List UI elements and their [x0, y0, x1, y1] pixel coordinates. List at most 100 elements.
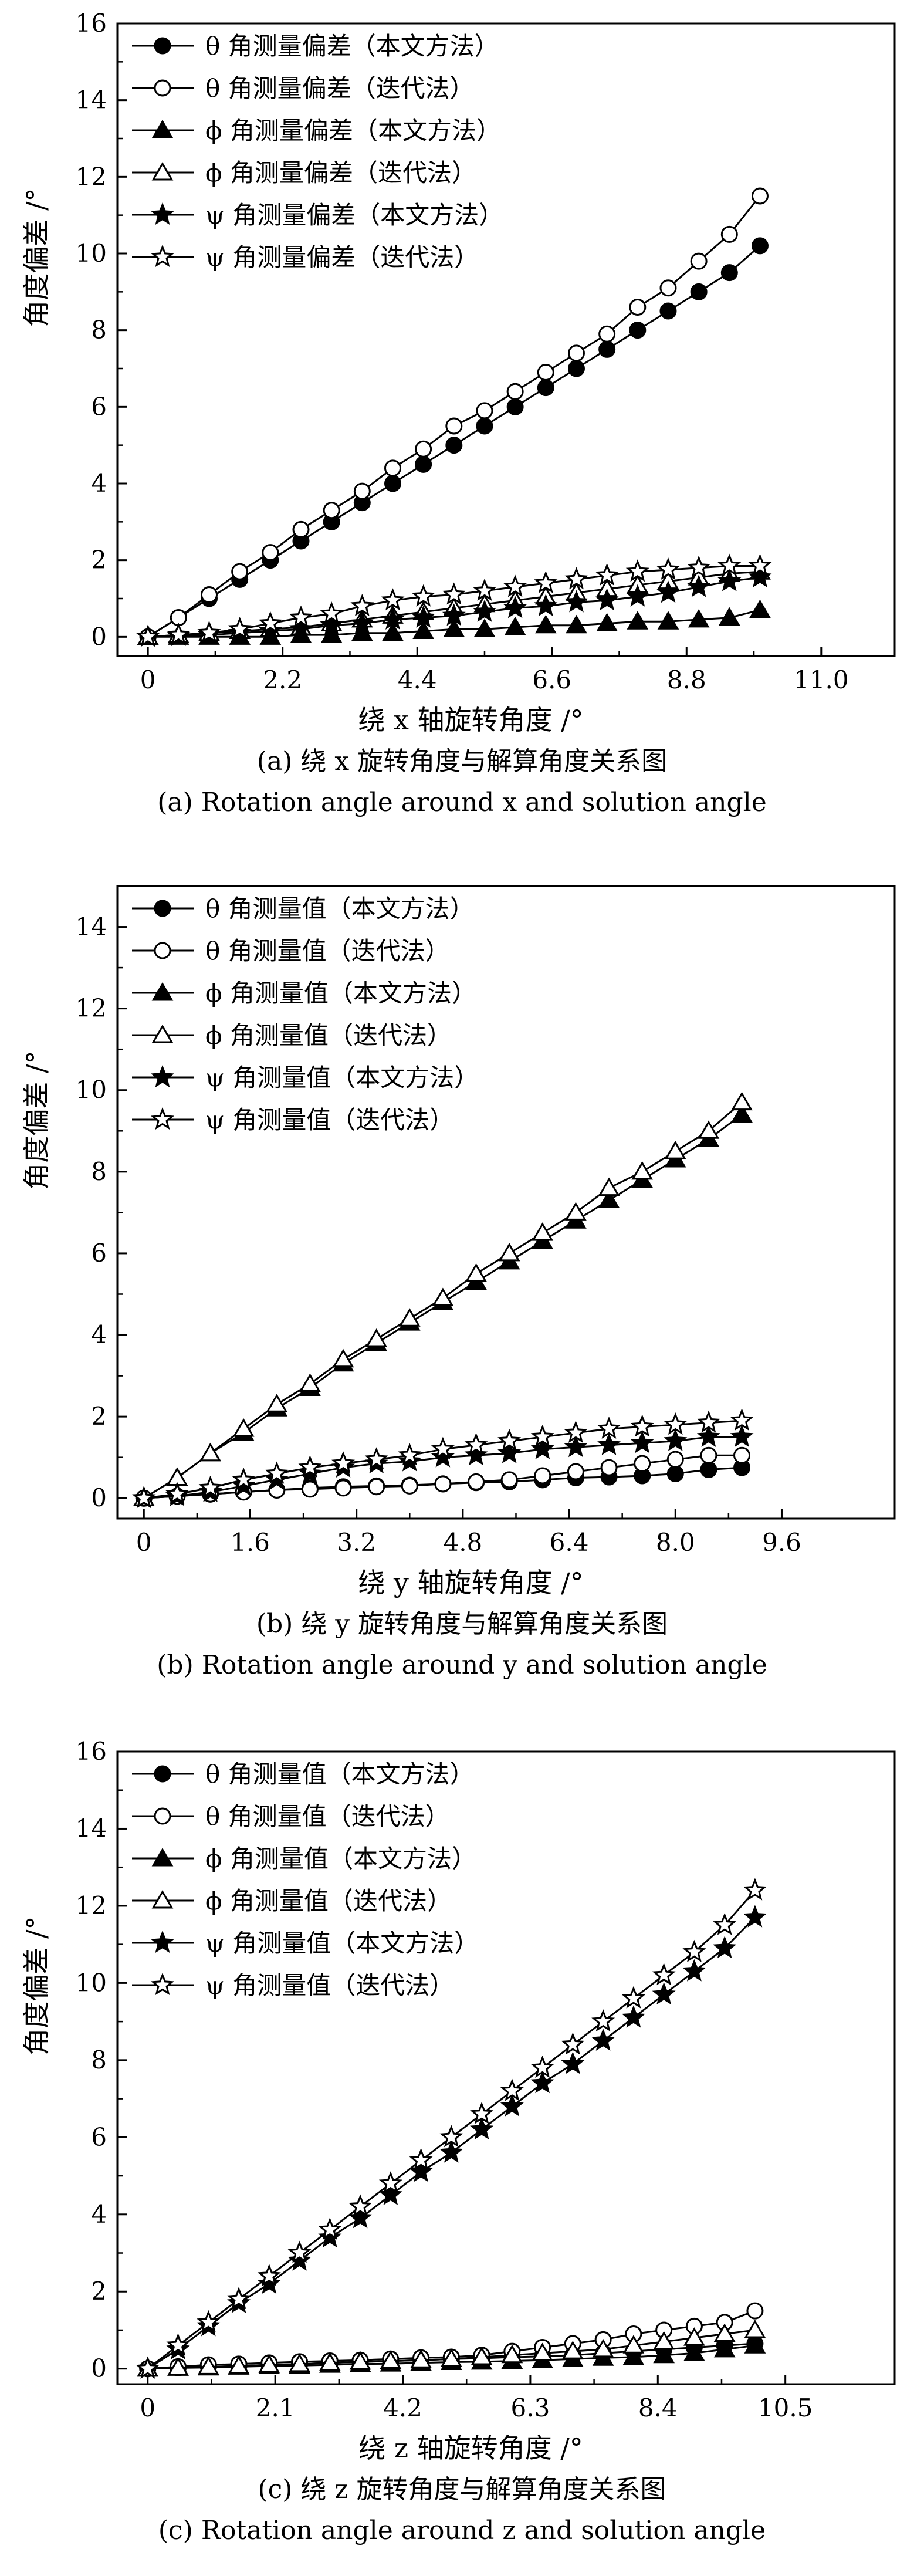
data-point [471, 2347, 493, 2365]
x-tick-label: 6.6 [532, 665, 571, 694]
data-point [659, 302, 677, 320]
data-point [625, 584, 649, 607]
data-point [713, 1936, 737, 1959]
chart-a: 0 2.2 4.4 6.6 8.8 11.0 0 2 4 6 8 10 12 14 16 绕 x 轴旋转角度 … [21, 9, 896, 736]
y-tick-label: 8 [91, 1157, 107, 1186]
data-point [534, 614, 557, 634]
caption-cn-b: (b) 绕 y 旋转角度与解算角度关系图 [256, 1609, 668, 1639]
caption-en-b: (b) Rotation angle around y and solution… [157, 1650, 767, 1680]
x-tick-label: 4.4 [398, 665, 437, 694]
legend-marker [151, 1890, 174, 1909]
data-point [652, 1982, 676, 2005]
data-point [228, 617, 252, 640]
x-tick-label: 2.2 [263, 665, 302, 694]
legend-label: θ 角测量值（本文方法） [205, 894, 475, 923]
chart-c: 0 2.1 4.2 6.3 8.4 10.5 0 2 4 6 8 10 12 14 16 绕 z 轴旋转角度 … [21, 1737, 896, 2464]
data-point [348, 2194, 372, 2217]
data-point [318, 2217, 342, 2240]
legend-marker [154, 942, 171, 959]
figure-panel-c: 0 2.1 4.2 6.3 8.4 10.5 0 2 4 6 8 10 12 14 16 绕 z 轴旋转角度 … [0, 1728, 924, 2573]
data-point [136, 2356, 160, 2379]
data-point [600, 1459, 618, 1476]
data-point [567, 360, 585, 377]
data-point [503, 596, 527, 618]
data-point [289, 617, 313, 640]
x-tick-label: 3.2 [337, 1528, 376, 1557]
data-point [232, 1418, 255, 1437]
data-point [348, 2206, 372, 2229]
y-tick-label: 4 [91, 469, 107, 498]
data-point [534, 570, 558, 593]
data-point [748, 565, 772, 588]
data-point [562, 2341, 584, 2359]
data-point [320, 601, 344, 624]
legend-marker [150, 244, 175, 268]
legend-label: θ 角测量偏差（迭代法） [205, 74, 475, 103]
data-point [504, 617, 526, 635]
legend-label: θ 角测量值（本文方法） [205, 1760, 475, 1789]
y-tick-label: 8 [91, 316, 107, 344]
data-point [409, 2159, 433, 2182]
data-point [595, 588, 619, 611]
legend-label: ψ 角测量值（迭代法） [205, 1106, 454, 1134]
data-point [656, 557, 680, 580]
data-point [503, 574, 527, 597]
data-point [666, 1465, 684, 1482]
data-point [596, 613, 618, 631]
data-point [534, 594, 558, 617]
data-point [700, 1446, 717, 1464]
data-point [713, 1912, 737, 1935]
data-point [652, 1963, 676, 1986]
data-point [682, 1959, 706, 1982]
x-tick-label: 8.0 [656, 1528, 695, 1557]
data-point [731, 1104, 753, 1123]
caption-en-a: (a) Rotation angle around x and solution… [157, 787, 767, 817]
data-point [351, 622, 373, 641]
data-point [627, 611, 649, 630]
y-tick-label: 14 [76, 912, 107, 941]
data-point [530, 2071, 554, 2094]
data-point [664, 1412, 688, 1435]
data-point [470, 2117, 494, 2140]
data-point [439, 2125, 463, 2148]
figure-panel-a: 0 2.2 4.4 6.6 8.8 11.0 0 2 4 6 8 10 12 14 16 绕 x 轴旋转角度 … [0, 0, 924, 845]
x-tick-label: 0 [140, 665, 156, 694]
data-point [350, 594, 374, 617]
legend-marker [151, 1848, 174, 1867]
data-point [382, 622, 404, 641]
data-point [690, 252, 708, 270]
data-point [682, 1939, 706, 1962]
data-point [470, 2101, 494, 2124]
data-point [442, 603, 466, 626]
data-point [731, 1091, 753, 1111]
data-point [228, 2355, 250, 2374]
y-axis-title: 角度偏差 /° [21, 188, 52, 327]
data-point [473, 618, 496, 637]
data-point [621, 1986, 645, 2009]
legend-marker [150, 1930, 175, 1953]
data-point [506, 398, 524, 415]
y-tick-label: 16 [76, 1737, 107, 1766]
data-point [445, 437, 463, 454]
data-point [730, 1408, 754, 1431]
y-tick-label: 2 [91, 546, 107, 574]
data-point [565, 1202, 587, 1221]
data-point [262, 544, 279, 562]
data-point [410, 2349, 432, 2368]
data-point [744, 2335, 766, 2354]
y-tick-label: 2 [91, 2277, 107, 2305]
data-point [167, 623, 191, 645]
data-point [412, 620, 435, 640]
x-tick-label: 0 [136, 1528, 152, 1557]
series-6 [132, 1408, 754, 1509]
data-point [320, 624, 343, 643]
x-tick-label: 6.3 [511, 2394, 550, 2422]
data-point [598, 1189, 620, 1209]
data-point [718, 607, 740, 626]
data-point [289, 605, 313, 628]
data-point [166, 2333, 190, 2356]
data-point [350, 611, 374, 634]
data-point [625, 559, 649, 582]
legend-marker [151, 162, 174, 181]
data-point [629, 298, 647, 316]
